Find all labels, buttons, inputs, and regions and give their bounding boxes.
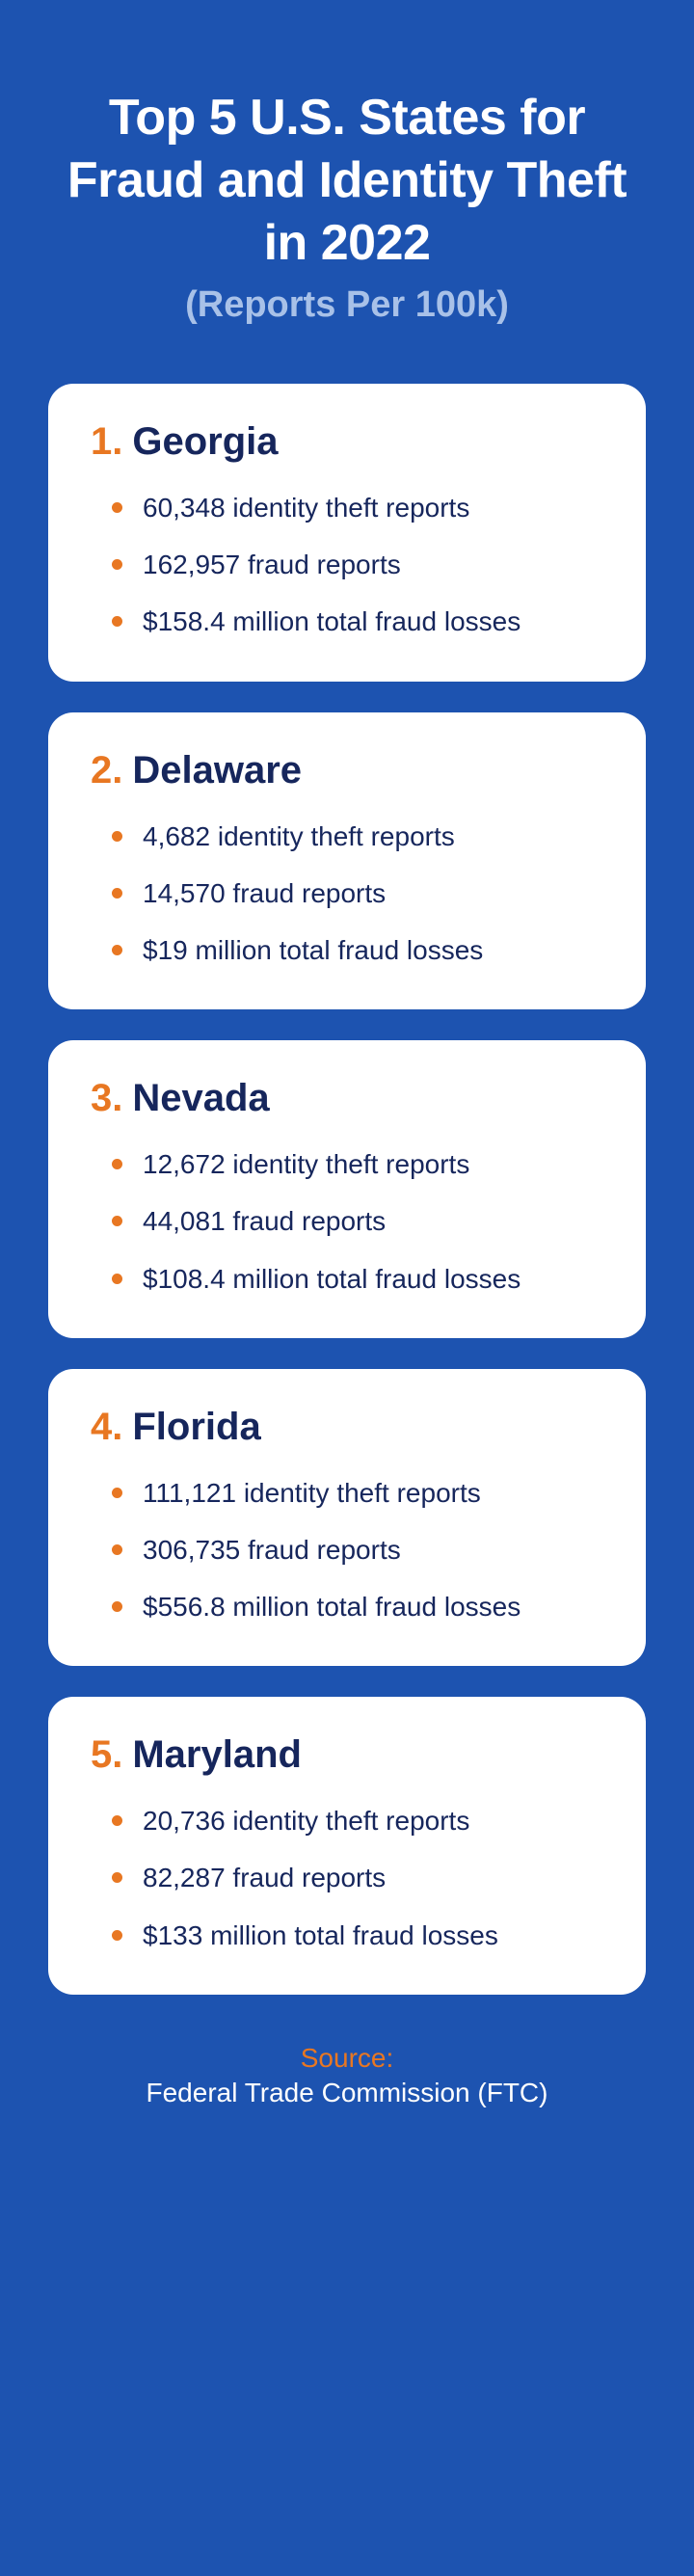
footer: Source: Federal Trade Commission (FTC) (48, 2043, 646, 2108)
state-name: Nevada (132, 1077, 269, 1120)
page-title: Top 5 U.S. States for Fraud and Identity… (48, 87, 646, 275)
stat-item: 82,287 fraud reports (112, 1859, 603, 1896)
state-card: 1. Georgia 60,348 identity theft reports… (48, 384, 646, 682)
stat-item: $19 million total fraud losses (112, 931, 603, 969)
cards-container: 1. Georgia 60,348 identity theft reports… (48, 384, 646, 1995)
stat-item: 4,682 identity theft reports (112, 818, 603, 855)
state-name: Florida (132, 1406, 260, 1449)
stat-item: 60,348 identity theft reports (112, 489, 603, 526)
state-card: 2. Delaware 4,682 identity theft reports… (48, 712, 646, 1010)
source-label: Source: (48, 2043, 646, 2074)
stat-item: 44,081 fraud reports (112, 1202, 603, 1240)
stat-item: $108.4 million total fraud losses (112, 1260, 603, 1298)
rank-number: 4. (91, 1406, 122, 1449)
stat-item: $556.8 million total fraud losses (112, 1588, 603, 1625)
stat-item: 14,570 fraud reports (112, 874, 603, 912)
rank-number: 5. (91, 1733, 122, 1777)
card-header: 3. Nevada (91, 1077, 603, 1120)
stat-item: $158.4 million total fraud losses (112, 603, 603, 640)
rank-number: 3. (91, 1077, 122, 1120)
rank-number: 1. (91, 420, 122, 464)
state-card: 4. Florida 111,121 identity theft report… (48, 1369, 646, 1667)
state-card: 3. Nevada 12,672 identity theft reports … (48, 1040, 646, 1338)
stat-item: 306,735 fraud reports (112, 1531, 603, 1569)
stats-list: 4,682 identity theft reports 14,570 frau… (91, 818, 603, 970)
state-name: Maryland (132, 1733, 302, 1777)
stats-list: 60,348 identity theft reports 162,957 fr… (91, 489, 603, 641)
stat-item: 12,672 identity theft reports (112, 1145, 603, 1183)
card-header: 5. Maryland (91, 1733, 603, 1777)
stat-item: $133 million total fraud losses (112, 1917, 603, 1954)
card-header: 4. Florida (91, 1406, 603, 1449)
card-header: 2. Delaware (91, 749, 603, 792)
stats-list: 20,736 identity theft reports 82,287 fra… (91, 1802, 603, 1954)
stat-item: 111,121 identity theft reports (112, 1474, 603, 1512)
stat-item: 162,957 fraud reports (112, 546, 603, 583)
rank-number: 2. (91, 749, 122, 792)
state-name: Delaware (132, 749, 302, 792)
stats-list: 111,121 identity theft reports 306,735 f… (91, 1474, 603, 1626)
card-header: 1. Georgia (91, 420, 603, 464)
page-subtitle: (Reports Per 100k) (48, 284, 646, 326)
stats-list: 12,672 identity theft reports 44,081 fra… (91, 1145, 603, 1298)
state-card: 5. Maryland 20,736 identity theft report… (48, 1697, 646, 1995)
state-name: Georgia (132, 420, 278, 464)
source-name: Federal Trade Commission (FTC) (48, 2078, 646, 2108)
stat-item: 20,736 identity theft reports (112, 1802, 603, 1839)
